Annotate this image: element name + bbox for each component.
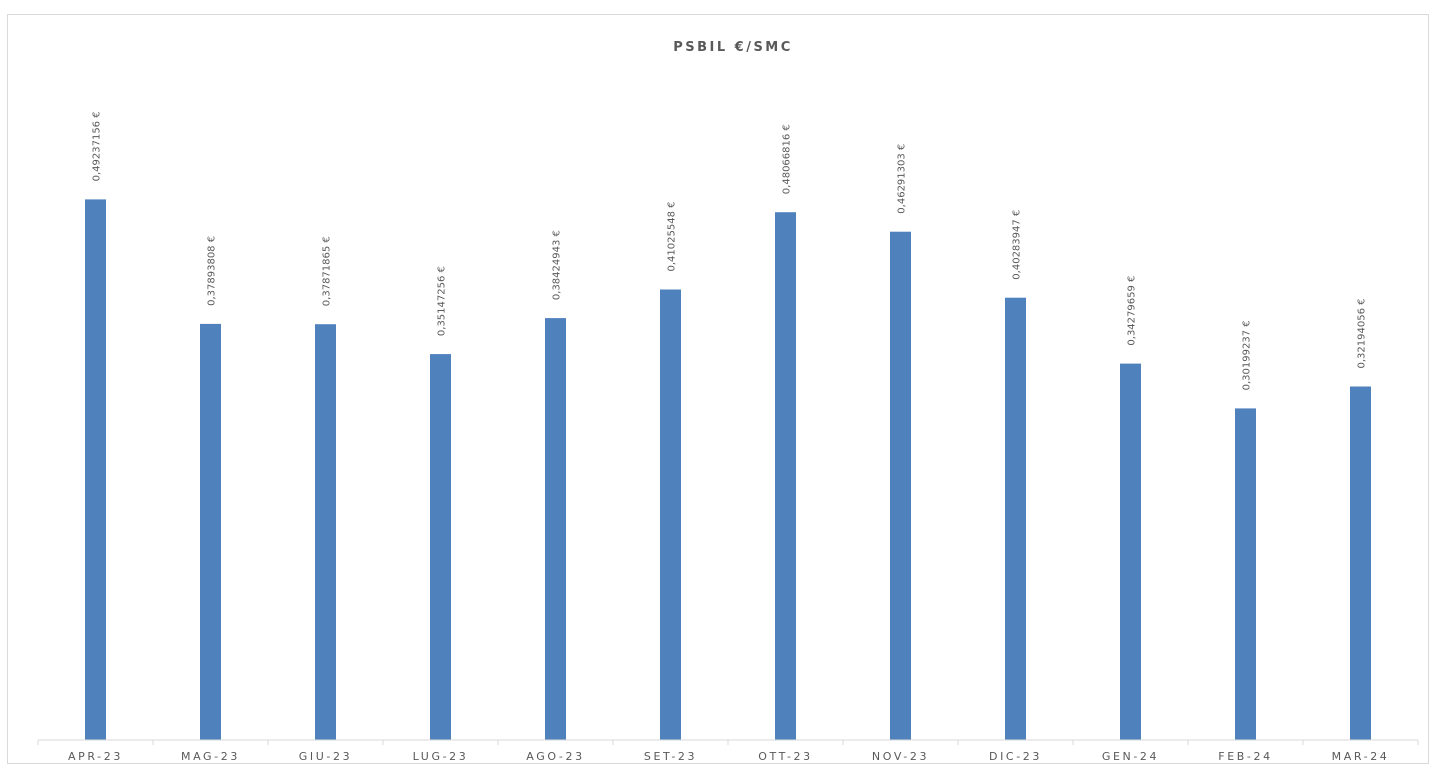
bar-ago-23[interactable]: [545, 318, 566, 740]
data-label-ago-23: 0,38424943 €: [552, 230, 563, 300]
x-tick-label-mag-23: MAG-23: [181, 750, 240, 763]
chart-frame: PSBIL €/SMC 0,49237156 € 0,37893808 € 0,37…: [7, 14, 1429, 764]
x-axis: APR-23 MAG-23 GIU-23 LUG-23 AGO-23 SET-23 OTT-…: [37, 739, 1419, 763]
x-tick-label-lug-23: LUG-23: [413, 750, 469, 763]
bar-apr-23[interactable]: [85, 199, 106, 740]
x-tick-label-gen-24: GEN-24: [1102, 750, 1159, 763]
x-tick-label-feb-24: FEB-24: [1218, 750, 1272, 763]
bar-set-23[interactable]: [660, 289, 681, 741]
bars-group: [85, 199, 1371, 740]
bar-nov-23[interactable]: [890, 231, 911, 740]
data-label-apr-23: 0,49237156 €: [92, 111, 103, 181]
data-label-giu-23: 0,37871865 €: [322, 236, 333, 306]
x-tick-label-giu-23: GIU-23: [299, 750, 352, 763]
x-tick-label-ago-23: AGO-23: [526, 750, 584, 763]
data-label-dic-23: 0,40283947 €: [1012, 210, 1023, 280]
x-tick-label-dic-23: DIC-23: [989, 750, 1042, 763]
x-tick-label-mar-24: MAR-24: [1332, 750, 1390, 763]
data-label-nov-23: 0,46291303 €: [897, 144, 908, 214]
data-label-lug-23: 0,35147256 €: [437, 266, 448, 336]
bar-chart: PSBIL €/SMC 0,49237156 € 0,37893808 € 0,37…: [37, 40, 1419, 763]
chart-title: PSBIL €/SMC: [673, 40, 793, 55]
x-tick-label-apr-23: APR-23: [68, 750, 123, 763]
data-label-set-23: 0,41025548 €: [667, 202, 678, 272]
bar-gen-24[interactable]: [1120, 363, 1141, 740]
x-tick-label-nov-23: NOV-23: [872, 750, 929, 763]
bar-lug-23[interactable]: [430, 354, 451, 740]
x-tick-label-set-23: SET-23: [644, 750, 697, 763]
data-label-gen-24: 0,34279659 €: [1127, 276, 1138, 346]
data-label-mar-24: 0,32194056 €: [1357, 299, 1368, 369]
data-labels-group: 0,49237156 € 0,37893808 € 0,37871865 € 0,35…: [92, 111, 1368, 390]
x-tick-label-ott-23: OTT-23: [758, 750, 812, 763]
bar-feb-24[interactable]: [1235, 408, 1256, 740]
bar-mag-23[interactable]: [200, 323, 221, 740]
data-label-mag-23: 0,37893808 €: [207, 236, 218, 306]
bar-ott-23[interactable]: [775, 212, 796, 740]
data-label-feb-24: 0,30199237 €: [1242, 320, 1253, 390]
data-label-ott-23: 0,48066816 €: [782, 124, 793, 194]
bar-giu-23[interactable]: [315, 324, 336, 740]
bar-dic-23[interactable]: [1005, 297, 1026, 740]
bar-mar-24[interactable]: [1350, 386, 1371, 741]
